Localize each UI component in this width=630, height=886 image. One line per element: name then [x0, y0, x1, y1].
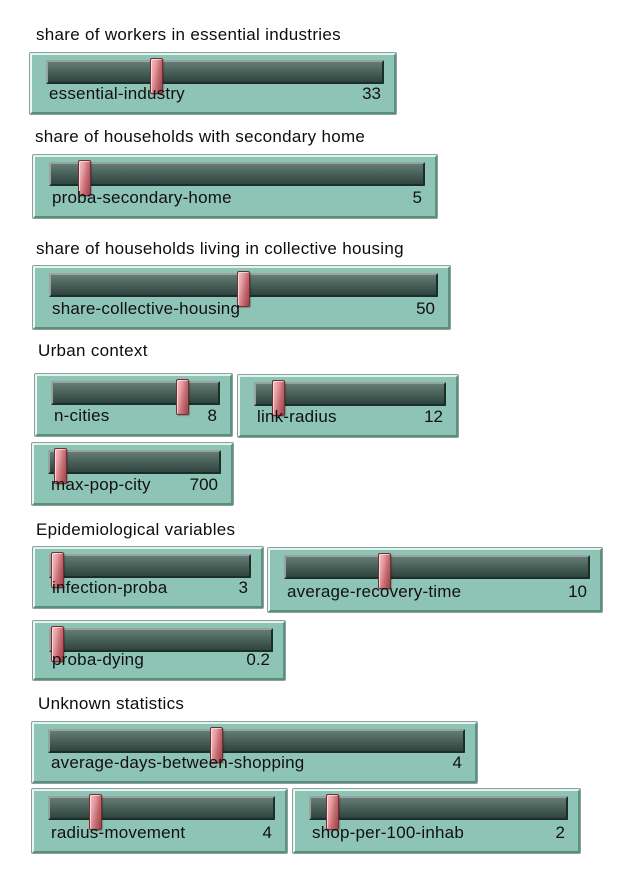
slider-label: proba-secondary-home — [52, 188, 232, 207]
section-title-secondary-home: share of households with secondary home — [35, 127, 366, 146]
slider-handle[interactable] — [51, 626, 65, 662]
slider-track[interactable] — [49, 554, 251, 578]
slider-label-row: radius-movement 4 — [51, 823, 272, 843]
slider-label: shop-per-100-inhab — [312, 823, 464, 842]
slider-label-row: proba-dying 0.2 — [52, 650, 270, 670]
slider-infection-proba[interactable]: infection-proba 3 — [33, 547, 263, 608]
slider-track[interactable] — [46, 60, 384, 84]
slider-handle[interactable] — [237, 271, 250, 307]
slider-value: 8 — [207, 406, 217, 425]
slider-track[interactable] — [49, 628, 273, 652]
section-title-collective-housing: share of households living in collective… — [36, 239, 404, 258]
section-title-urban-context: Urban context — [38, 341, 148, 360]
slider-track[interactable] — [254, 382, 446, 406]
slider-essential-industry[interactable]: essential-industry 33 — [30, 53, 396, 114]
slider-label: share-collective-housing — [52, 299, 241, 318]
slider-label: radius-movement — [51, 823, 186, 842]
slider-label-row: proba-secondary-home 5 — [52, 188, 422, 208]
slider-value: 10 — [568, 582, 587, 601]
slider-track[interactable] — [49, 162, 425, 186]
slider-average-recovery-time[interactable]: average-recovery-time 10 — [268, 548, 602, 612]
slider-link-radius[interactable]: link-radius 12 — [238, 375, 458, 437]
slider-value: 4 — [452, 753, 462, 772]
slider-share-collective-housing[interactable]: share-collective-housing 50 — [33, 266, 450, 329]
slider-handle[interactable] — [209, 727, 223, 763]
slider-track[interactable] — [48, 450, 221, 474]
slider-handle[interactable] — [326, 794, 340, 830]
slider-label-row: link-radius 12 — [257, 407, 443, 427]
slider-label: link-radius — [257, 407, 337, 426]
slider-label: essential-industry — [49, 84, 185, 103]
slider-handle[interactable] — [150, 58, 163, 94]
slider-track[interactable] — [48, 796, 275, 820]
slider-value: 700 — [189, 475, 218, 494]
slider-label-row: share-collective-housing 50 — [52, 299, 435, 319]
slider-label-row: average-recovery-time 10 — [287, 582, 587, 602]
slider-value: 4 — [262, 823, 272, 842]
slider-label: proba-dying — [52, 650, 144, 669]
slider-label-row: max-pop-city 700 — [51, 475, 218, 495]
slider-value: 12 — [424, 407, 443, 426]
slider-value: 5 — [412, 188, 422, 207]
slider-label-row: n-cities 8 — [54, 406, 217, 426]
slider-track[interactable] — [48, 729, 465, 753]
slider-radius-movement[interactable]: radius-movement 4 — [32, 789, 287, 853]
slider-value: 33 — [362, 84, 381, 103]
slider-proba-secondary-home[interactable]: proba-secondary-home 5 — [33, 155, 437, 218]
slider-max-pop-city[interactable]: max-pop-city 700 — [32, 443, 233, 505]
slider-label: max-pop-city — [51, 475, 151, 494]
section-title-epidemiological: Epidemiological variables — [36, 520, 236, 539]
slider-label-row: infection-proba 3 — [52, 578, 248, 598]
slider-label-row: average-days-between-shopping 4 — [51, 753, 462, 773]
slider-label-row: essential-industry 33 — [49, 84, 381, 104]
slider-handle[interactable] — [271, 380, 285, 416]
slider-label: infection-proba — [52, 578, 168, 597]
section-title-unknown-statistics: Unknown statistics — [38, 694, 185, 713]
slider-average-days-between-shopping[interactable]: average-days-between-shopping 4 — [32, 722, 477, 783]
slider-label: n-cities — [54, 406, 110, 425]
slider-handle[interactable] — [175, 379, 189, 415]
slider-value: 2 — [555, 823, 565, 842]
slider-track[interactable] — [51, 381, 220, 405]
slider-track[interactable] — [284, 555, 590, 579]
slider-handle[interactable] — [377, 553, 391, 589]
slider-label-row: shop-per-100-inhab 2 — [312, 823, 565, 843]
slider-value: 50 — [416, 299, 435, 318]
section-title-essential-industries: share of workers in essential industries — [36, 25, 341, 44]
slider-handle[interactable] — [50, 552, 64, 588]
slider-value: 0.2 — [246, 650, 270, 669]
slider-handle[interactable] — [78, 160, 92, 196]
slider-n-cities[interactable]: n-cities 8 — [35, 374, 232, 436]
slider-shop-per-100-inhab[interactable]: shop-per-100-inhab 2 — [293, 789, 580, 853]
slider-track[interactable] — [309, 796, 568, 820]
slider-label: average-days-between-shopping — [51, 753, 305, 772]
slider-label: average-recovery-time — [287, 582, 462, 601]
slider-handle[interactable] — [54, 448, 68, 484]
slider-proba-dying[interactable]: proba-dying 0.2 — [33, 621, 285, 680]
slider-value: 3 — [238, 578, 248, 597]
slider-handle[interactable] — [88, 794, 102, 830]
